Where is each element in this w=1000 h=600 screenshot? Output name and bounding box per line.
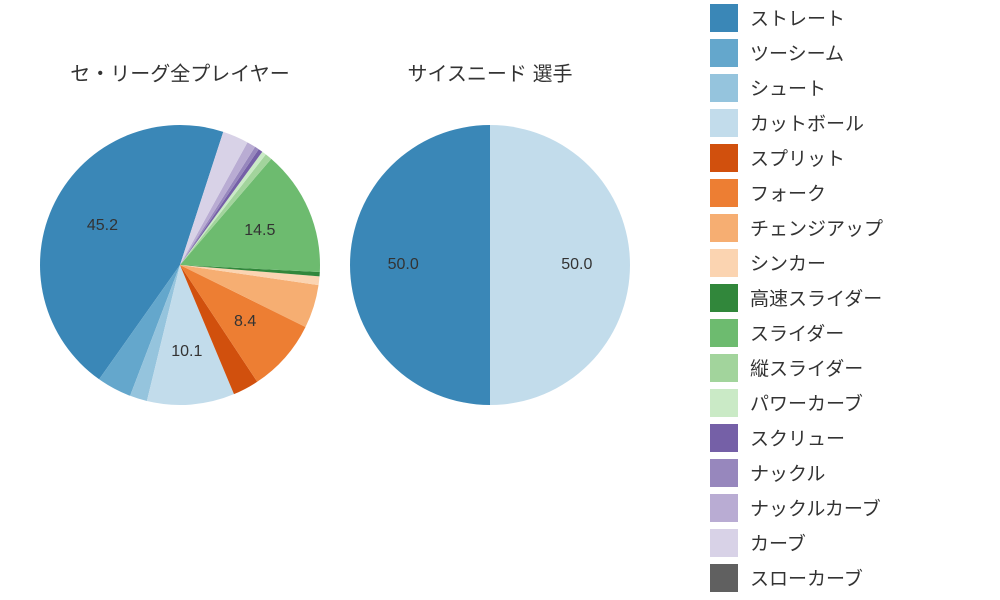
legend-label: シュート xyxy=(750,74,826,101)
legend-swatch xyxy=(710,319,738,347)
legend-swatch xyxy=(710,529,738,557)
legend-label: パワーカーブ xyxy=(750,389,863,416)
legend-item: 縦スライダー xyxy=(710,350,980,385)
legend-item: 高速スライダー xyxy=(710,280,980,315)
legend-swatch xyxy=(710,459,738,487)
legend-item: シュート xyxy=(710,70,980,105)
legend-label: 縦スライダー xyxy=(750,354,863,381)
legend-swatch xyxy=(710,424,738,452)
legend-swatch xyxy=(710,284,738,312)
legend-swatch xyxy=(710,74,738,102)
legend-item: ナックルカーブ xyxy=(710,490,980,525)
legend-label: ストレート xyxy=(750,4,845,31)
legend-swatch xyxy=(710,109,738,137)
legend-item: フォーク xyxy=(710,175,980,210)
legend-label: シンカー xyxy=(750,249,826,276)
legend-label: スクリュー xyxy=(750,424,845,451)
legend-swatch xyxy=(710,144,738,172)
legend-swatch xyxy=(710,564,738,592)
legend-swatch xyxy=(710,354,738,382)
legend-label: カットボール xyxy=(750,109,864,136)
legend-swatch xyxy=(710,249,738,277)
legend-item: スクリュー xyxy=(710,420,980,455)
legend-swatch xyxy=(710,179,738,207)
legend-swatch xyxy=(710,4,738,32)
pie-league xyxy=(38,123,322,407)
legend-label: フォーク xyxy=(750,179,826,206)
legend-item: スローカーブ xyxy=(710,560,980,595)
legend-item: チェンジアップ xyxy=(710,210,980,245)
legend-label: ナックルカーブ xyxy=(750,494,881,521)
legend-item: パワーカーブ xyxy=(710,385,980,420)
chart-title-league: セ・リーグ全プレイヤー xyxy=(70,58,289,87)
legend-label: スライダー xyxy=(750,319,844,346)
legend-label: スプリット xyxy=(750,144,845,171)
chart-container: セ・リーグ全プレイヤー45.210.18.414.5サイスニード 選手50.05… xyxy=(0,0,1000,600)
legend-item: カーブ xyxy=(710,525,980,560)
legend-item: ナックル xyxy=(710,455,980,490)
legend-label: ナックル xyxy=(750,459,825,486)
legend-item: シンカー xyxy=(710,245,980,280)
legend-label: スローカーブ xyxy=(750,564,863,591)
legend-swatch xyxy=(710,214,738,242)
legend-swatch xyxy=(710,39,738,67)
pie-slice xyxy=(490,125,630,405)
legend-label: カーブ xyxy=(750,529,806,556)
legend-swatch xyxy=(710,494,738,522)
pie-slice xyxy=(350,125,490,405)
legend-label: ツーシーム xyxy=(750,39,844,66)
legend: ストレートツーシームシュートカットボールスプリットフォークチェンジアップシンカー… xyxy=(710,0,980,595)
legend-item: スライダー xyxy=(710,315,980,350)
legend-item: カットボール xyxy=(710,105,980,140)
pie-player xyxy=(348,123,632,407)
legend-item: ストレート xyxy=(710,0,980,35)
legend-label: 高速スライダー xyxy=(750,284,882,311)
legend-item: ツーシーム xyxy=(710,35,980,70)
chart-title-player: サイスニード 選手 xyxy=(408,58,573,87)
legend-label: チェンジアップ xyxy=(750,214,883,241)
legend-swatch xyxy=(710,389,738,417)
legend-item: スプリット xyxy=(710,140,980,175)
